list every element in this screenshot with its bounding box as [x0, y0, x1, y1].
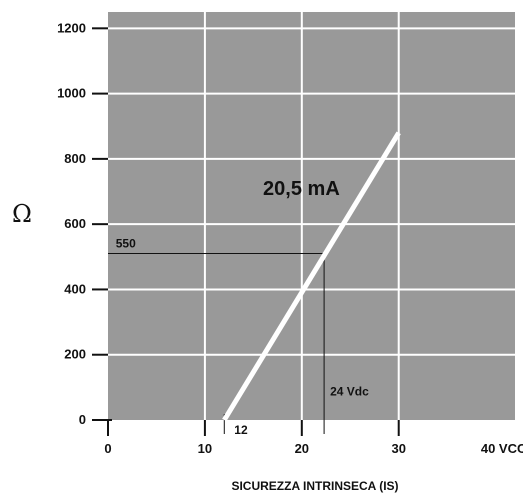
series-label: 20,5 mA: [263, 178, 340, 200]
x-tick-label: 30: [391, 441, 405, 456]
x-value-label: 24 Vdc: [330, 385, 369, 399]
axes: 0 200 400 600 800 1000 1200 0 10 20 30 40 VCC: [57, 20, 523, 456]
y-tick-label: 400: [64, 281, 86, 296]
y-tick-label: 1000: [57, 86, 86, 101]
y-tick-label: 1200: [57, 20, 86, 35]
y-tick-label: 800: [64, 151, 86, 166]
y-tick-label: 600: [64, 216, 86, 231]
y-tick-label: 0: [79, 412, 86, 427]
grid: [108, 12, 515, 420]
y-value-label: 550: [116, 237, 136, 251]
x-tick-label: 10: [198, 441, 212, 456]
x-tick-label: 0: [104, 441, 111, 456]
x-axis-title: SICUREZZA INTRINSECA (IS): [231, 479, 398, 493]
series-line: [222, 131, 401, 422]
plot-background: [108, 12, 515, 420]
y-axis-title: Ω: [12, 200, 32, 228]
min-voltage-label: 12: [234, 423, 248, 437]
x-tick-label: 40 VCC: [481, 441, 523, 456]
labels: 20,5 mA 550 24 Vdc 12 SICUREZZA INTRINSE…: [12, 178, 399, 493]
y-tick-label: 200: [64, 347, 86, 362]
x-tick-label: 20: [295, 441, 309, 456]
series-layer: [222, 131, 401, 422]
